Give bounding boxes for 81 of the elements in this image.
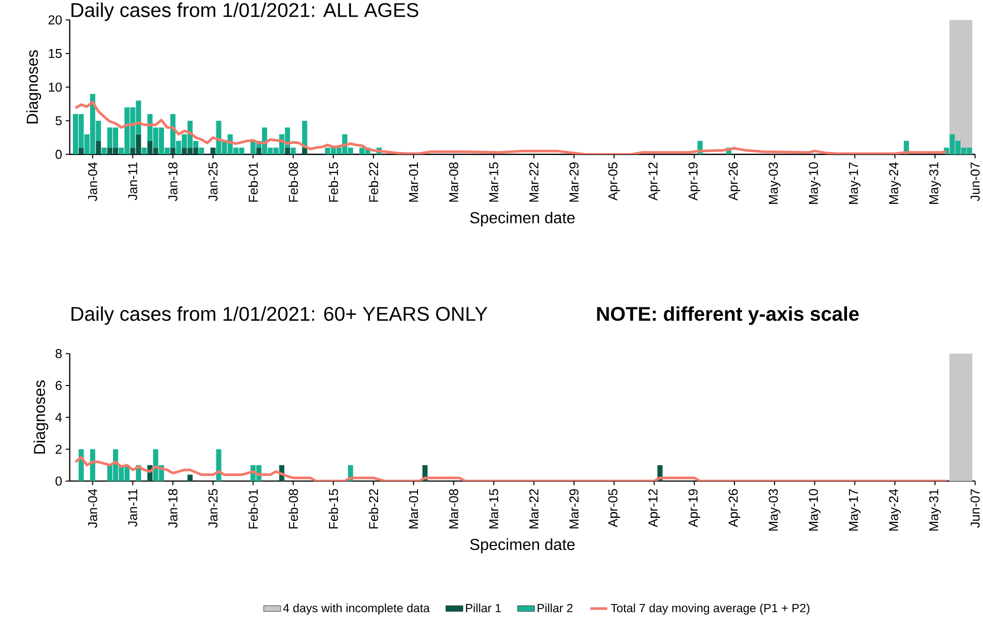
x-tick-label: Mar-29 bbox=[569, 489, 579, 529]
x-tick-label: Mar-22 bbox=[529, 162, 538, 202]
bar bbox=[256, 148, 262, 155]
x-tick-label: Apr-26 bbox=[728, 162, 740, 201]
x-axis-title: Specimen date bbox=[470, 212, 575, 227]
y-axis-title: Diagnoses bbox=[26, 50, 42, 124]
y-tick-label: 0 bbox=[56, 476, 62, 486]
x-tick-label: Feb-22 bbox=[368, 489, 378, 529]
legend-label: Pillar 2 bbox=[538, 604, 572, 612]
x-tick-label: Jan-11 bbox=[128, 489, 138, 528]
x-tick-label: Mar-22 bbox=[529, 489, 538, 529]
x-tick-label: May-24 bbox=[889, 162, 901, 204]
bar bbox=[302, 148, 308, 155]
x-tick-label: Mar-01 bbox=[408, 162, 418, 202]
x-tick-label: Feb-01 bbox=[248, 162, 258, 202]
bar bbox=[198, 148, 204, 155]
y-tick-label: 15 bbox=[48, 49, 62, 58]
x-tick-label: Mar-15 bbox=[489, 489, 498, 529]
x-axis-title: Specimen date bbox=[470, 538, 575, 554]
x-tick-label: Apr-05 bbox=[608, 489, 620, 528]
bar bbox=[187, 474, 193, 482]
y-tick-label: 8 bbox=[56, 349, 62, 358]
bar bbox=[210, 148, 216, 155]
bar bbox=[290, 148, 296, 155]
x-tick-label: Mar-15 bbox=[489, 162, 498, 202]
x-tick-label: Mar-29 bbox=[569, 162, 579, 202]
y-tick-label: 4 bbox=[55, 413, 62, 422]
x-tick-label: Mar-08 bbox=[449, 162, 458, 202]
x-tick-label: Jan-04 bbox=[88, 162, 98, 202]
y-tick-label: 6 bbox=[56, 381, 62, 390]
y-axis-title: Diagnoses bbox=[33, 380, 48, 454]
x-tick-label: Apr-26 bbox=[728, 489, 740, 528]
x-tick-label: May-31 bbox=[929, 489, 941, 531]
x-tick-label: Jun-07 bbox=[970, 489, 980, 528]
x-tick-label: Feb-01 bbox=[248, 489, 258, 529]
legend-label: 4 days with incomplete data bbox=[283, 604, 430, 615]
x-tick-label: Mar-08 bbox=[449, 489, 458, 529]
x-tick-label: Mar-01 bbox=[408, 489, 418, 529]
x-tick-label: Apr-12 bbox=[648, 489, 660, 528]
x-tick-label: Jan-18 bbox=[168, 162, 178, 202]
x-tick-label: May-24 bbox=[889, 489, 901, 531]
x-tick-label: Jan-18 bbox=[168, 489, 178, 528]
x-tick-label: Apr-05 bbox=[608, 162, 620, 201]
bar bbox=[96, 141, 101, 155]
x-tick-label: May-03 bbox=[768, 489, 780, 531]
x-tick-label: Jan-11 bbox=[128, 162, 138, 200]
chart-subtitle: NOTE: different y-axis scale bbox=[597, 306, 859, 326]
x-tick-label: Apr-19 bbox=[688, 489, 700, 528]
x-tick-label: May-10 bbox=[808, 489, 821, 531]
bar bbox=[142, 148, 147, 155]
x-tick-label: May-17 bbox=[849, 162, 861, 204]
bar bbox=[170, 148, 176, 155]
x-tick-label: Feb-08 bbox=[288, 162, 298, 202]
bar bbox=[284, 148, 290, 155]
x-tick-label: Jan-04 bbox=[88, 489, 98, 528]
chart-title: Daily cases from 1/01/2021: ALL AGES bbox=[72, 2, 418, 22]
x-tick-label: Apr-19 bbox=[688, 162, 700, 201]
x-tick-label: Feb-15 bbox=[328, 162, 338, 202]
x-tick-label: May-10 bbox=[808, 162, 821, 204]
x-tick-label: Jun-07 bbox=[970, 162, 980, 202]
chart-title: Daily cases from 1/01/2021: 60+ YEARS ONLY bbox=[72, 306, 488, 326]
y-tick-label: 2 bbox=[56, 444, 62, 454]
legend-label: Pillar 1 bbox=[466, 604, 501, 612]
legend-label: Total 7 day moving average (P1 + P2) bbox=[610, 604, 810, 615]
x-tick-label: Feb-08 bbox=[288, 489, 298, 529]
y-tick-label: 10 bbox=[48, 82, 62, 92]
bar bbox=[216, 449, 222, 482]
x-tick-label: May-31 bbox=[929, 162, 941, 204]
x-tick-label: Jan-25 bbox=[208, 162, 218, 202]
x-tick-label: Jan-25 bbox=[208, 489, 218, 528]
y-tick-label: 5 bbox=[56, 116, 62, 126]
x-tick-label: May-03 bbox=[768, 162, 780, 204]
y-tick-label: 0 bbox=[56, 150, 62, 160]
bar bbox=[78, 148, 84, 155]
x-tick-label: Feb-22 bbox=[368, 162, 378, 202]
x-tick-label: Feb-15 bbox=[328, 489, 338, 529]
line-series bbox=[74, 456, 948, 482]
x-tick-label: May-17 bbox=[849, 489, 861, 531]
x-tick-label: Apr-12 bbox=[648, 162, 660, 201]
y-tick-label: 20 bbox=[48, 16, 62, 25]
bar bbox=[102, 148, 107, 155]
